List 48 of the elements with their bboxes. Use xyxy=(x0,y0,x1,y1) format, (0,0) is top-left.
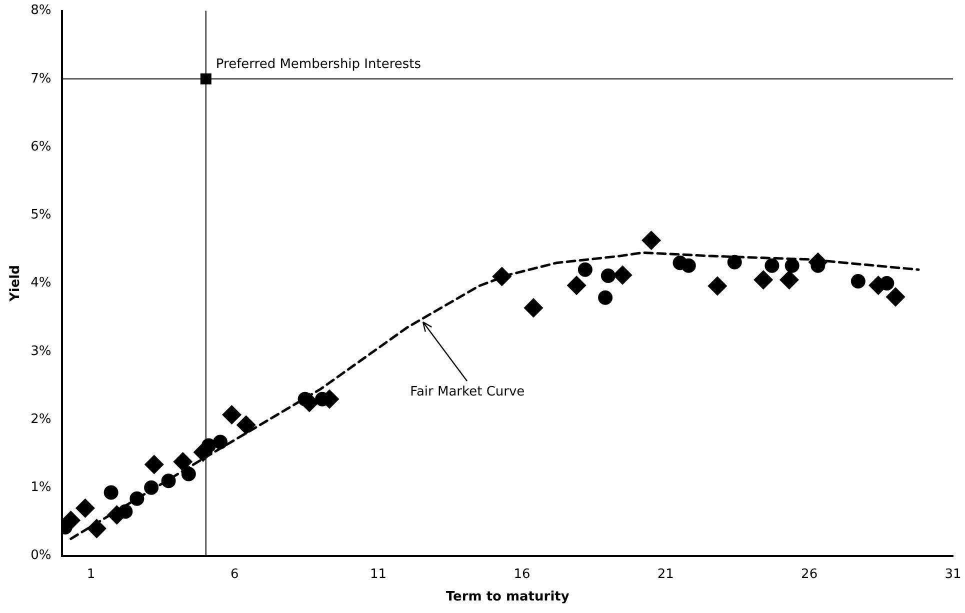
point xyxy=(524,298,543,318)
annotation: Fair Market Curve xyxy=(410,384,525,400)
x-tick-label: 16 xyxy=(514,566,530,582)
x-tick-label: 31 xyxy=(944,566,962,582)
point xyxy=(764,258,780,273)
point xyxy=(613,266,632,284)
x-tick-label: 1 xyxy=(86,566,96,582)
y-tick-label: 0% xyxy=(30,548,52,564)
x-axis-title: Term to maturity xyxy=(446,590,570,605)
point xyxy=(780,270,798,290)
annotation: Preferred Membership Interests xyxy=(216,56,422,72)
point xyxy=(681,258,696,273)
point xyxy=(600,268,616,284)
point xyxy=(174,452,192,472)
point xyxy=(754,270,773,290)
point xyxy=(886,288,905,306)
point xyxy=(727,254,742,270)
y-tick-label: 7% xyxy=(30,71,52,86)
x-tick-label: 21 xyxy=(657,566,674,582)
y-tick-label: 2% xyxy=(30,412,52,427)
point xyxy=(578,262,592,277)
y-tick-label: 8% xyxy=(30,3,52,18)
point xyxy=(104,485,118,500)
y-tick-label: 4% xyxy=(30,276,52,291)
point xyxy=(144,455,164,474)
point xyxy=(598,290,613,305)
y-tick-label: 5% xyxy=(30,208,52,223)
x-tick-label: 26 xyxy=(801,566,818,582)
point xyxy=(118,504,133,519)
y-axis-title: Yield xyxy=(8,265,24,303)
point xyxy=(708,276,727,296)
x-tick-label: 6 xyxy=(230,566,239,582)
point xyxy=(850,274,866,289)
point xyxy=(784,258,800,273)
point xyxy=(200,73,212,84)
point xyxy=(642,231,661,250)
point xyxy=(222,406,242,424)
y-tick-label: 1% xyxy=(30,480,52,496)
point xyxy=(87,519,106,538)
y-tick-label: 6% xyxy=(30,139,52,154)
point xyxy=(181,466,196,482)
x-tick-label: 11 xyxy=(370,566,387,582)
point xyxy=(236,416,256,434)
point xyxy=(880,276,894,291)
point xyxy=(76,498,94,518)
point xyxy=(213,434,228,450)
point xyxy=(567,276,586,295)
y-tick-label: 3% xyxy=(30,344,52,359)
